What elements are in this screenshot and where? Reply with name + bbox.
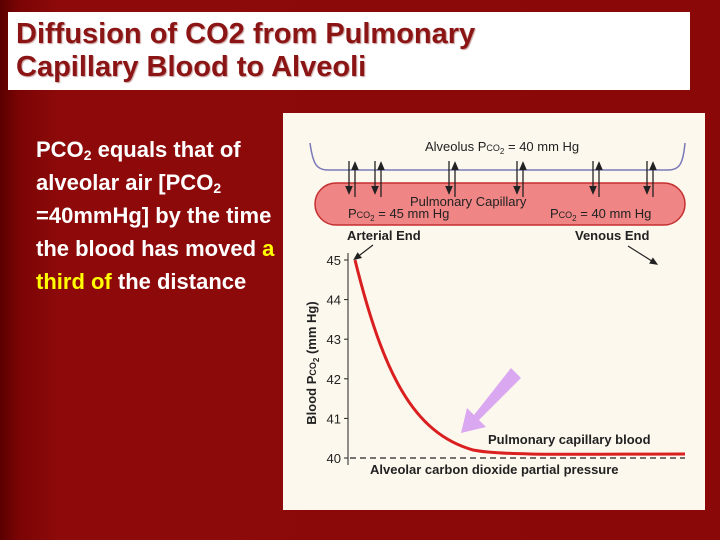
y-tick-label: 41	[327, 411, 341, 426]
alveolus-outline	[309, 142, 686, 171]
y-tick-label: 42	[327, 372, 341, 387]
text-part: Alveolus P	[425, 139, 486, 154]
arterial-end: Arterial End	[347, 228, 421, 243]
pco2-curve	[353, 259, 686, 456]
text-part: 2	[312, 357, 321, 362]
text-part: 2	[500, 147, 505, 156]
y-tick-label: 45	[327, 253, 341, 268]
alveolus-label: Alveolus PCO2 = 40 mm Hg	[425, 139, 579, 156]
text-part: = 40 mm Hg	[504, 139, 579, 154]
text-part: CO	[357, 210, 371, 220]
pointer	[627, 245, 659, 265]
venous-end: Venous End	[575, 228, 649, 243]
text: the distance	[111, 269, 247, 294]
text: =40mmHg] by the time the blood has moved	[36, 203, 272, 261]
text-part: P	[348, 206, 357, 221]
text-part: = 45 mm Hg	[375, 206, 450, 221]
highlight: a third of	[36, 236, 275, 294]
pointer	[353, 244, 374, 261]
text: equals that of alveolar air [PCO	[36, 137, 241, 195]
figure: Alveolus PCO2 = 40 mm Hg Pulmonary Capil…	[283, 113, 705, 510]
slide-title: Diffusion of CO2 from Pulmonary Capillar…	[16, 18, 476, 83]
title-box: Diffusion of CO2 from Pulmonary Capillar…	[8, 12, 690, 90]
text-part: (mm Hg)	[304, 301, 319, 357]
text-part: 2	[572, 214, 577, 223]
highlight-arrow	[461, 368, 521, 433]
text-part: Blood P	[304, 375, 319, 424]
text-part: CO	[559, 210, 573, 220]
baseline-label: Alveolar carbon dioxide partial pressure	[370, 462, 619, 477]
text-part: 2	[370, 214, 375, 223]
subscript: 2	[83, 147, 92, 163]
text-part: CO	[486, 143, 500, 153]
y-axis-label: Blood PCO2 (mm Hg)	[304, 301, 321, 424]
body-text: PCO2 equals that of alveolar air [PCO2 =…	[36, 133, 276, 298]
subscript: 2	[213, 180, 222, 196]
venous-pco2: PCO2 = 40 mm Hg	[550, 206, 651, 223]
y-tick-label: 40	[327, 451, 341, 466]
curve-label: Pulmonary capillary blood	[488, 432, 651, 447]
text-part: CO	[308, 362, 318, 376]
diffusion-arrows	[345, 161, 657, 197]
capillary-label: Pulmonary Capillary	[410, 194, 527, 209]
text-part: P	[550, 206, 559, 221]
y-tick-label: 44	[327, 293, 341, 308]
text: PCO	[36, 137, 84, 162]
arterial-pco2: PCO2 = 45 mm Hg	[348, 206, 449, 223]
text-part: = 40 mm Hg	[577, 206, 652, 221]
y-tick-label: 43	[327, 332, 341, 347]
